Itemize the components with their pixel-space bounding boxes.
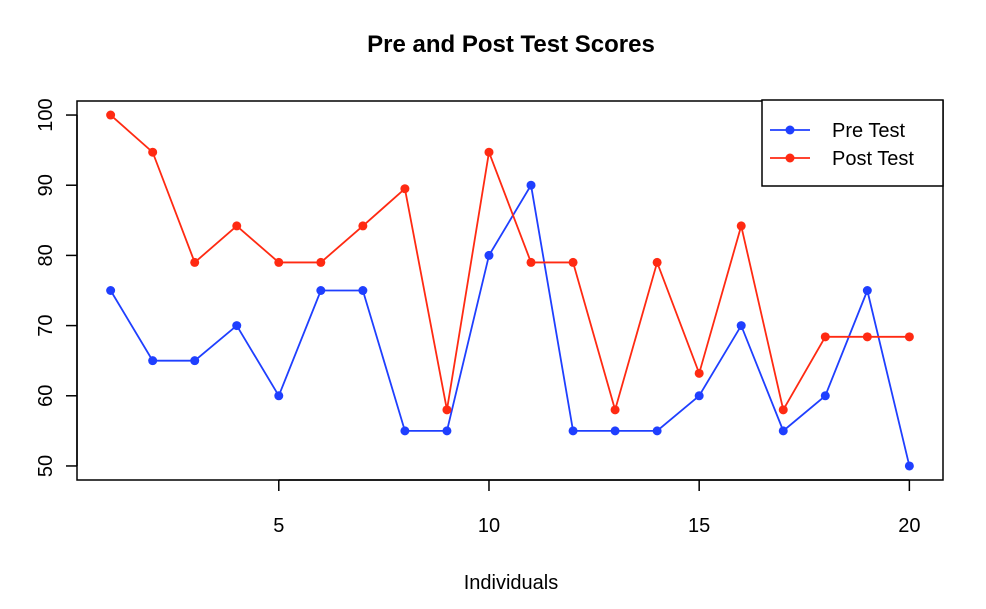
data-point	[610, 426, 620, 436]
data-point	[820, 332, 830, 342]
data-point	[232, 321, 242, 331]
data-point	[904, 332, 914, 342]
x-tick-label: 15	[688, 515, 710, 537]
data-point	[652, 426, 662, 436]
legend-box	[761, 99, 944, 187]
data-point	[106, 286, 116, 295]
data-point	[694, 368, 704, 378]
x-tick-label: 5	[273, 515, 284, 537]
data-point	[736, 221, 746, 231]
data-point	[232, 221, 242, 231]
x-axis: 5 10 15 20	[273, 479, 920, 537]
data-point	[316, 257, 326, 267]
data-point	[400, 184, 410, 194]
data-point	[442, 426, 452, 436]
legend-label: Pre Test	[832, 120, 905, 142]
data-point	[190, 257, 200, 267]
x-tick-label: 20	[898, 515, 920, 537]
series-line	[109, 182, 911, 467]
legend-marker	[785, 153, 795, 163]
legend-item: Pre Test	[770, 120, 905, 142]
data-point	[862, 332, 872, 342]
data-point	[442, 405, 452, 415]
data-point	[862, 286, 872, 295]
data-point	[358, 221, 368, 231]
data-point	[568, 426, 578, 436]
data-point	[526, 180, 536, 190]
y-tick-label: 100	[35, 98, 57, 131]
series-pre-test	[106, 180, 914, 471]
series-line	[110, 114, 910, 414]
series-layer	[106, 110, 914, 471]
legend-marker	[785, 125, 795, 135]
y-tick-label: 70	[35, 314, 57, 336]
data-point	[778, 426, 788, 436]
series-post-test	[106, 110, 914, 415]
y-tick-label: 90	[35, 174, 57, 196]
data-point	[484, 250, 494, 260]
legend: Pre Test Post Test	[761, 99, 944, 187]
data-point	[778, 405, 788, 415]
x-tick-label: 10	[478, 515, 500, 537]
data-point	[274, 391, 284, 401]
data-point	[358, 286, 368, 295]
x-axis-label: Individuals	[464, 572, 559, 594]
data-point	[820, 391, 830, 401]
chart-title: Pre and Post Test Scores	[367, 31, 655, 58]
legend-label: Post Test	[832, 148, 914, 170]
y-tick-label: 80	[35, 244, 57, 266]
data-point	[526, 257, 536, 267]
data-point	[274, 257, 284, 267]
y-tick-label: 60	[35, 385, 57, 407]
legend-item: Post Test	[770, 148, 914, 170]
y-tick-label: 50	[35, 455, 57, 477]
data-point	[190, 356, 200, 366]
data-point	[316, 286, 326, 295]
data-point	[694, 391, 704, 401]
data-point	[148, 356, 158, 366]
data-point	[400, 426, 410, 436]
data-point	[610, 405, 620, 415]
data-point	[736, 321, 746, 331]
data-point	[652, 257, 662, 267]
data-point	[484, 147, 494, 157]
data-point	[148, 147, 158, 157]
data-point	[568, 257, 578, 267]
y-axis: 50 60 70 80 90 100	[35, 98, 78, 477]
data-point	[904, 461, 914, 471]
data-point	[106, 110, 116, 120]
